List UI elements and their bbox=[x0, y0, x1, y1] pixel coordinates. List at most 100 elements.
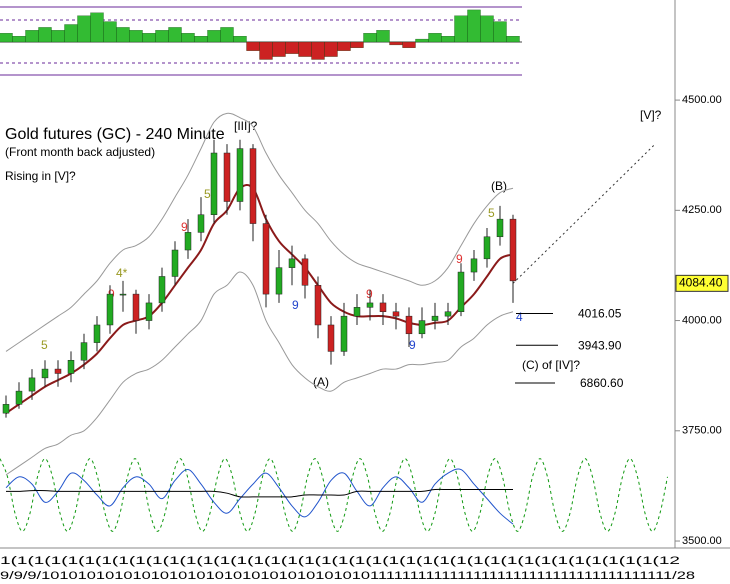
candle-body bbox=[379, 302, 387, 312]
wave-label: (A) bbox=[313, 375, 329, 389]
series-line bbox=[5, 468, 514, 525]
histogram-bar bbox=[441, 36, 455, 43]
histogram-bar bbox=[493, 21, 507, 43]
histogram-bar bbox=[259, 41, 273, 60]
count-label: 5 bbox=[488, 206, 495, 220]
candle-body bbox=[249, 148, 257, 224]
histogram-bar bbox=[337, 41, 351, 51]
candle-body bbox=[145, 302, 153, 321]
histogram-bar bbox=[207, 30, 221, 43]
y-tick-label: 4250.00 bbox=[682, 204, 722, 216]
histogram-bar bbox=[467, 9, 481, 43]
projection-line bbox=[512, 143, 656, 284]
chart-title: Gold futures (GC) - 240 Minute bbox=[5, 126, 225, 143]
histogram-bar bbox=[246, 41, 260, 51]
candle-body bbox=[327, 324, 335, 352]
candle-body bbox=[366, 302, 374, 308]
candle-body bbox=[301, 258, 309, 286]
y-tick-label: 3500.00 bbox=[682, 535, 722, 547]
histogram-bar bbox=[233, 36, 247, 43]
candle-body bbox=[171, 249, 179, 277]
histogram-bar bbox=[142, 33, 156, 43]
histogram-bar bbox=[506, 36, 520, 43]
count-label: 9 bbox=[409, 338, 416, 352]
candle-body bbox=[509, 218, 517, 282]
histogram-bar bbox=[64, 24, 78, 43]
candle-body bbox=[67, 359, 75, 374]
histogram-bar bbox=[415, 38, 429, 43]
series-line bbox=[0, 458, 668, 532]
histogram-bar bbox=[311, 41, 325, 60]
last-price-box bbox=[675, 274, 729, 292]
candle-body bbox=[431, 315, 439, 321]
candle-body bbox=[236, 148, 244, 202]
candle-body bbox=[262, 223, 270, 295]
wave-label: [V]? bbox=[640, 108, 662, 122]
level-label: 3943.90 bbox=[578, 338, 622, 352]
candle-body bbox=[288, 258, 296, 268]
histogram-bar bbox=[220, 27, 234, 43]
candle-body bbox=[405, 315, 413, 335]
wave-label: (C) of [IV]? bbox=[522, 358, 580, 372]
candle-body bbox=[119, 293, 127, 296]
histogram-bar bbox=[77, 15, 91, 43]
histogram-bar bbox=[103, 21, 117, 43]
candle-body bbox=[28, 377, 36, 392]
histogram-bar bbox=[428, 33, 442, 43]
series-line bbox=[5, 271, 514, 476]
histogram-bar bbox=[129, 30, 143, 43]
level-label: 6860.60 bbox=[580, 376, 624, 390]
series-line bbox=[5, 183, 514, 414]
candle-body bbox=[197, 214, 205, 233]
histogram-bar bbox=[155, 30, 169, 43]
candle-body bbox=[93, 324, 101, 343]
count-label: 9 bbox=[292, 298, 299, 312]
series-line bbox=[5, 488, 513, 498]
histogram-bar bbox=[480, 15, 494, 43]
candle-body bbox=[275, 267, 283, 295]
y-tick-label: 4000.00 bbox=[682, 314, 722, 326]
histogram-bar bbox=[272, 41, 286, 57]
candle-body bbox=[158, 276, 166, 304]
candle-body bbox=[340, 315, 348, 352]
histogram-bar bbox=[350, 41, 364, 48]
histogram-bar bbox=[181, 33, 195, 43]
candle-body bbox=[496, 218, 504, 238]
histogram-bar bbox=[402, 41, 416, 48]
chart-subtitle: (Front month back adjusted) bbox=[5, 145, 155, 159]
wave-label: (B) bbox=[491, 179, 507, 193]
count-label: 4 bbox=[516, 310, 523, 324]
histogram-bar bbox=[389, 41, 403, 46]
candle-body bbox=[106, 293, 114, 326]
y-tick-label: 3750.00 bbox=[682, 425, 722, 437]
y-tick-label: 4500.00 bbox=[682, 94, 722, 106]
chart-note: Rising in [V]? bbox=[5, 169, 76, 183]
candle-body bbox=[132, 293, 140, 321]
candle-body bbox=[15, 390, 23, 405]
x-tick-label: 9/9/9/1010101010101010101010101010101010… bbox=[0, 570, 695, 582]
candle-body bbox=[457, 271, 465, 312]
candle-body bbox=[41, 368, 49, 379]
histogram-bar bbox=[12, 36, 26, 43]
count-label: 5 bbox=[41, 338, 48, 352]
candle-body bbox=[418, 320, 426, 335]
candle-body bbox=[184, 232, 192, 251]
candle-body bbox=[353, 307, 361, 317]
candle-body bbox=[314, 285, 322, 326]
candle-body bbox=[54, 368, 62, 374]
candle-body bbox=[444, 311, 452, 317]
x-tick-label: 1(1(1(1(1(1(1(1(1(1(1(1(1(1(1(1(1(1(1(1(… bbox=[0, 555, 680, 567]
level-label: 4016.05 bbox=[578, 307, 622, 321]
histogram-bar bbox=[298, 41, 312, 57]
histogram-bar bbox=[38, 27, 52, 43]
histogram-bar bbox=[168, 27, 182, 43]
histogram-bar bbox=[454, 15, 468, 43]
histogram-bar bbox=[376, 30, 390, 43]
count-label: 4* bbox=[116, 266, 128, 280]
count-label: 9 bbox=[456, 252, 463, 266]
candle-body bbox=[392, 311, 400, 317]
candle-body bbox=[210, 152, 218, 215]
histogram-bar bbox=[324, 41, 338, 57]
candle-body bbox=[2, 404, 10, 414]
